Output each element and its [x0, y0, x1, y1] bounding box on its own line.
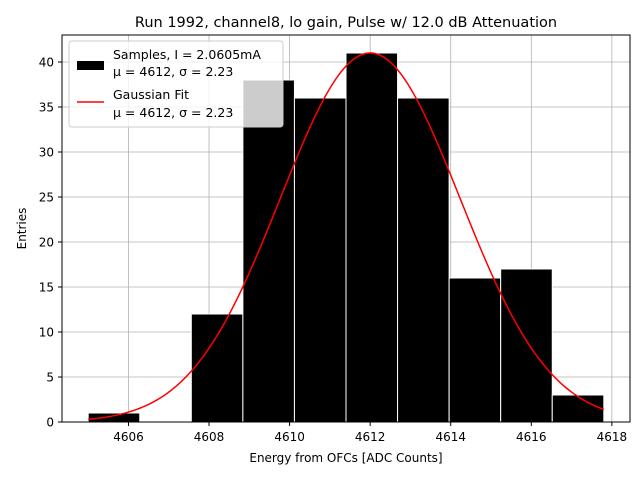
histogram-bar — [242, 79, 295, 423]
histogram-bar — [500, 268, 553, 423]
x-tick-label: 4610 — [274, 430, 305, 444]
y-tick-label: 30 — [39, 146, 54, 160]
y-tick-label: 10 — [39, 326, 54, 340]
legend-fit-stats: μ = 4612, σ = 2.23 — [113, 105, 233, 120]
x-axis-title: Energy from OFCs [ADC Counts] — [249, 451, 442, 465]
legend-histogram-stats: μ = 4612, σ = 2.23 — [113, 64, 233, 79]
legend-histogram-label: Samples, I = 2.0605mA — [113, 47, 261, 62]
legend-fit-label: Gaussian Fit — [113, 87, 189, 102]
x-tick-label: 4616 — [516, 430, 547, 444]
y-tick-label: 25 — [39, 191, 54, 205]
legend-swatch-histogram — [77, 61, 104, 70]
plot-frame — [61, 34, 631, 423]
histogram-bar — [87, 412, 141, 423]
y-tick-label: 35 — [39, 101, 54, 115]
x-tick-label: 4612 — [355, 430, 386, 444]
chart-title: Run 1992, channel8, lo gain, Pulse w/ 12… — [135, 15, 557, 31]
x-tick-label: 4608 — [194, 430, 225, 444]
histogram-bar — [397, 97, 450, 423]
y-tick-label: 5 — [46, 371, 54, 385]
x-tick-label: 4614 — [435, 430, 466, 444]
histogram-bars — [87, 52, 605, 423]
histogram-bar — [448, 277, 502, 423]
y-tick-label: 40 — [39, 56, 54, 70]
y-axis-title: Entries — [15, 208, 29, 250]
y-tick-label: 0 — [46, 416, 54, 430]
legend-box — [68, 40, 284, 128]
x-tick-label: 4606 — [113, 430, 144, 444]
histogram-bar — [551, 394, 605, 423]
legend: Samples, I = 2.0605mA μ = 4612, σ = 2.23… — [68, 40, 284, 128]
x-tick-label: 4618 — [597, 430, 628, 444]
histogram-bar — [345, 52, 399, 423]
gaussian-fit-curve — [88, 52, 605, 421]
y-tick-label: 20 — [39, 236, 54, 250]
axis-ticks: 4606 4608 4610 4612 4614 4616 4618 0 5 10 15 20 25 30… — [39, 56, 627, 445]
y-tick-label: 15 — [39, 281, 54, 295]
histogram-bar — [190, 313, 244, 423]
